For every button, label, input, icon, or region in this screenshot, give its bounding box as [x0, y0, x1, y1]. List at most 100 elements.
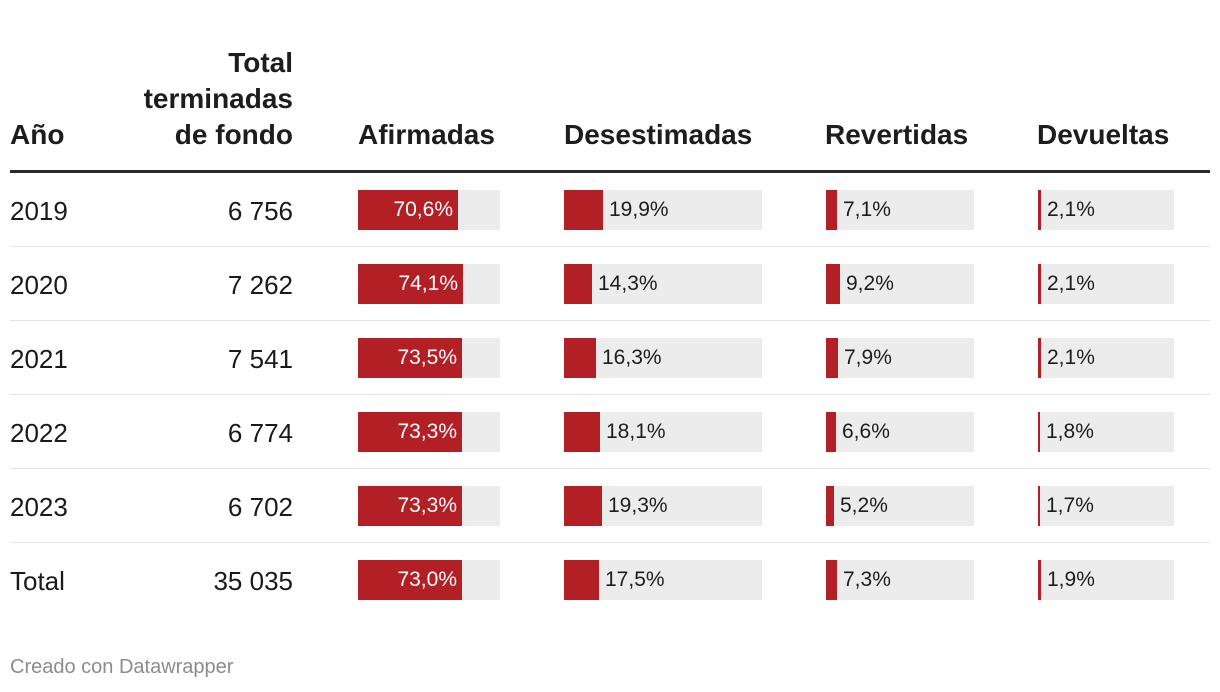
bar-afirmadas: 74,1% — [358, 264, 500, 304]
bar-label-devueltas: 2,1% — [1047, 198, 1095, 221]
table-row: 2019 6 756 70,6% 19,9% 7,1% 2,1% — [10, 173, 1210, 247]
bar-label-desestimadas: 16,3% — [602, 346, 662, 369]
bar-afirmadas: 73,0% — [358, 560, 500, 600]
bar-label-revertidas: 5,2% — [840, 494, 888, 517]
bar-revertidas: 6,6% — [826, 412, 974, 452]
header-afirmadas: Afirmadas — [358, 119, 495, 150]
bar-label-revertidas: 6,6% — [842, 420, 890, 443]
bar-fill-desestimadas — [564, 412, 600, 452]
header-year: Año — [10, 119, 65, 150]
header-total-line: Total — [228, 47, 293, 78]
header-total-line: de fondo — [174, 119, 293, 150]
bar-devueltas: 1,9% — [1038, 560, 1174, 600]
row-total: 6 774 — [227, 418, 293, 448]
bar-label-devueltas: 1,7% — [1046, 494, 1094, 517]
bar-revertidas: 7,1% — [826, 190, 974, 230]
bar-devueltas: 2,1% — [1038, 338, 1174, 378]
bar-fill-devueltas — [1038, 412, 1040, 452]
bar-label-afirmadas: 70,6% — [393, 198, 453, 221]
bar-desestimadas: 19,9% — [564, 190, 762, 230]
bar-revertidas: 7,9% — [826, 338, 974, 378]
bar-fill-revertidas — [826, 560, 837, 600]
row-divider — [10, 246, 1210, 247]
bar-revertidas: 7,3% — [826, 560, 974, 600]
bar-afirmadas: 73,3% — [358, 412, 500, 452]
bar-label-desestimadas: 18,1% — [606, 420, 666, 443]
row-year: 2021 — [10, 344, 68, 374]
header-revertidas: Revertidas — [825, 119, 969, 150]
bar-desestimadas: 17,5% — [564, 560, 762, 600]
bar-devueltas: 2,1% — [1038, 190, 1174, 230]
bar-desestimadas: 14,3% — [564, 264, 762, 304]
bar-fill-devueltas — [1038, 560, 1041, 600]
bar-devueltas: 1,8% — [1038, 412, 1174, 452]
header-total: Total terminadas de fondo — [110, 45, 293, 153]
row-year: Total — [10, 566, 65, 596]
header-devueltas: Devueltas — [1037, 119, 1170, 150]
bar-revertidas: 9,2% — [826, 264, 974, 304]
bar-fill-revertidas — [826, 412, 836, 452]
row-total: 6 702 — [227, 492, 293, 522]
bar-fill-devueltas — [1038, 486, 1040, 526]
bar-fill-devueltas — [1038, 264, 1041, 304]
bar-label-revertidas: 7,3% — [843, 568, 891, 591]
bar-afirmadas: 73,5% — [358, 338, 500, 378]
bar-devueltas: 2,1% — [1038, 264, 1174, 304]
bar-fill-desestimadas — [564, 338, 596, 378]
bar-desestimadas: 16,3% — [564, 338, 762, 378]
bar-fill-revertidas — [826, 486, 834, 526]
bar-fill-afirmadas — [358, 412, 462, 452]
row-total: 7 262 — [227, 270, 293, 300]
bar-revertidas: 5,2% — [826, 486, 974, 526]
row-year: 2022 — [10, 418, 68, 448]
bar-label-afirmadas: 73,3% — [397, 494, 457, 517]
bar-fill-devueltas — [1038, 190, 1041, 230]
bar-afirmadas: 73,3% — [358, 486, 500, 526]
bar-label-devueltas: 1,9% — [1047, 568, 1095, 591]
footer-credit: Creado con Datawrapper — [10, 656, 234, 678]
bar-fill-desestimadas — [564, 190, 603, 230]
bar-fill-afirmadas — [358, 486, 462, 526]
bar-fill-revertidas — [826, 264, 840, 304]
table-row: 2021 7 541 73,5% 16,3% 7,9% 2,1% — [10, 321, 1210, 395]
bar-label-devueltas: 1,8% — [1046, 420, 1094, 443]
bar-label-afirmadas: 73,3% — [397, 420, 457, 443]
bar-label-devueltas: 2,1% — [1047, 346, 1095, 369]
bar-fill-afirmadas — [358, 338, 462, 378]
bar-label-desestimadas: 19,9% — [609, 198, 669, 221]
bar-fill-afirmadas — [358, 264, 463, 304]
bar-fill-revertidas — [826, 190, 837, 230]
bar-devueltas: 1,7% — [1038, 486, 1174, 526]
bar-label-desestimadas: 17,5% — [605, 568, 665, 591]
bar-label-revertidas: 9,2% — [846, 272, 894, 295]
bar-label-devueltas: 2,1% — [1047, 272, 1095, 295]
row-year: 2020 — [10, 270, 68, 300]
bar-label-desestimadas: 19,3% — [608, 494, 668, 517]
bar-label-afirmadas: 74,1% — [398, 272, 458, 295]
bar-fill-desestimadas — [564, 264, 592, 304]
bar-desestimadas: 19,3% — [564, 486, 762, 526]
bar-fill-desestimadas — [564, 560, 599, 600]
bar-label-revertidas: 7,1% — [843, 198, 891, 221]
header-total-line: terminadas — [143, 83, 293, 114]
table-row: 2023 6 702 73,3% 19,3% 5,2% 1,7% — [10, 469, 1210, 543]
bar-fill-devueltas — [1038, 338, 1041, 378]
row-divider — [10, 468, 1210, 469]
row-divider — [10, 542, 1210, 543]
table-row: Total 35 035 73,0% 17,5% 7,3% 1,9% — [10, 543, 1210, 617]
bar-label-revertidas: 7,9% — [844, 346, 892, 369]
row-year: 2023 — [10, 492, 68, 522]
row-total: 6 756 — [227, 196, 293, 226]
row-divider — [10, 320, 1210, 321]
bar-desestimadas: 18,1% — [564, 412, 762, 452]
row-year: 2019 — [10, 196, 68, 226]
bar-fill-afirmadas — [358, 190, 458, 230]
row-total: 7 541 — [227, 344, 293, 374]
bar-fill-afirmadas — [358, 560, 462, 600]
bar-label-afirmadas: 73,0% — [397, 568, 457, 591]
bar-fill-desestimadas — [564, 486, 602, 526]
bar-label-afirmadas: 73,5% — [397, 346, 457, 369]
bar-afirmadas: 70,6% — [358, 190, 500, 230]
bar-label-desestimadas: 14,3% — [598, 272, 658, 295]
table-row: 2020 7 262 74,1% 14,3% 9,2% 2,1% — [10, 247, 1210, 321]
